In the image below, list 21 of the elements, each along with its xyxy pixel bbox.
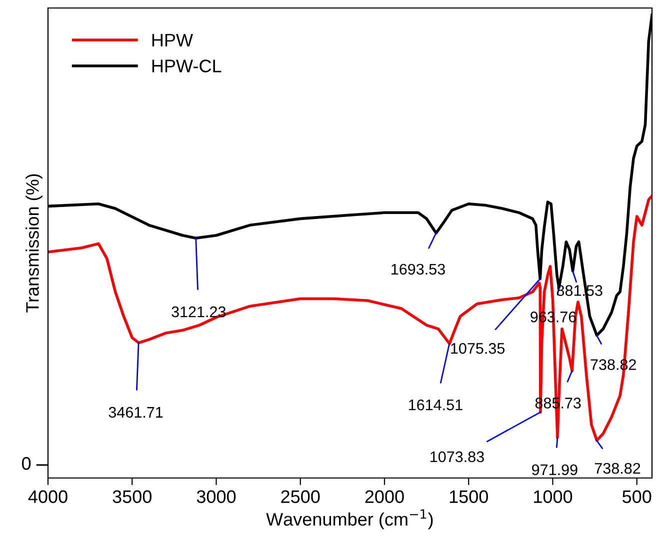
x-tick-label: 500	[622, 490, 652, 504]
x-tick-label: 2000	[365, 490, 404, 504]
annotation: 1693.53	[392, 264, 445, 275]
annotation: 1073.83	[430, 451, 484, 462]
y-axis-title: Transmission (%)	[26, 174, 42, 312]
x-axis-title: Wavenumber (cm$^{−1}$)	[266, 509, 433, 530]
x-tick-label: 4000	[28, 490, 68, 504]
annotation: 738.82	[594, 462, 640, 474]
annotation: 3461.71	[108, 406, 163, 418]
x-tick-label: 1500	[450, 490, 488, 504]
x-tick-label: 3000	[196, 490, 236, 504]
text: 0	[22, 457, 31, 470]
annotation: 3121.23	[172, 306, 226, 318]
x-tick-label: 2500	[281, 490, 320, 504]
x-tick-label: 1000	[534, 490, 572, 504]
legend-label: HPW	[152, 34, 193, 46]
legend-label: HPW-CL	[152, 60, 222, 72]
annotation: 1075.35	[451, 343, 505, 354]
x-tick-label: 3500	[112, 490, 152, 504]
annotation: 1614.51	[409, 399, 462, 410]
annotation: 971.99	[532, 464, 578, 476]
